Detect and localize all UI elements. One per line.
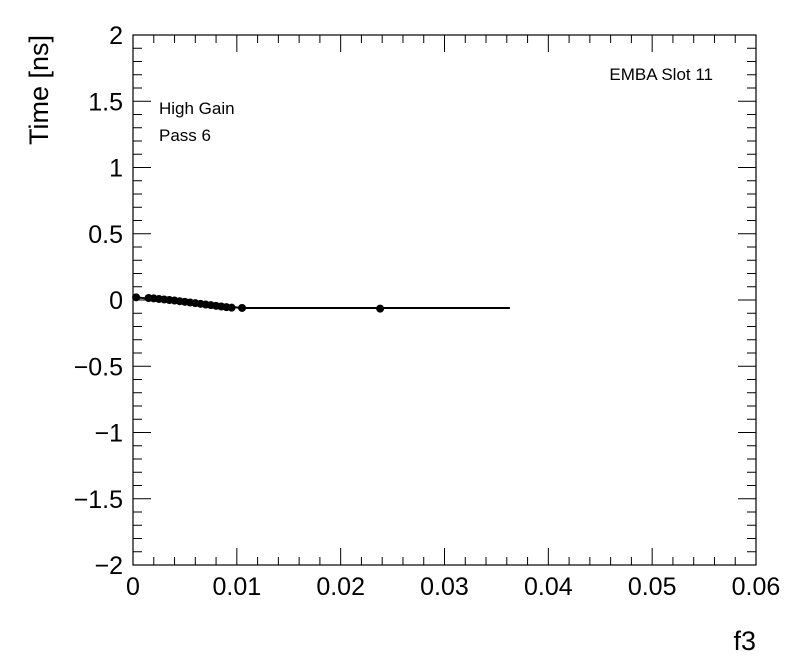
data-point — [376, 304, 385, 313]
x-tick-label: 0.04 — [524, 573, 573, 601]
x-tick-label: 0.03 — [420, 573, 469, 601]
annotation-pass: Pass 6 — [159, 126, 211, 145]
annotation-slot: EMBA Slot 11 — [609, 65, 713, 84]
y-tick-label: 0 — [109, 287, 123, 315]
x-tick-label: 0.06 — [732, 573, 781, 601]
y-tick-label: 0.5 — [88, 221, 123, 249]
x-tick-label: 0.05 — [628, 573, 677, 601]
y-tick-label: −1 — [94, 420, 123, 448]
x-axis-title: f3 — [733, 626, 756, 656]
data-point — [132, 293, 141, 302]
annotation-gain: High Gain — [159, 99, 235, 118]
tick-labels: 0 0.01 0.02 0.03 0.04 0.05 0.06 −2 −1.5 −1 −0.5 0 0.… — [74, 22, 781, 601]
data-points — [132, 293, 385, 313]
x-tick-label: 0 — [126, 573, 140, 601]
y-tick-label: 1 — [109, 155, 123, 183]
x-tick-label: 0.01 — [212, 573, 261, 601]
y-axis-title: Time [ns] — [24, 35, 54, 145]
y-tick-label: 1.5 — [88, 88, 123, 116]
x-tick-label: 0.02 — [316, 573, 365, 601]
y-tick-label: −1.5 — [74, 486, 123, 514]
y-tick-label: 2 — [109, 22, 123, 50]
y-tick-label: −0.5 — [74, 353, 123, 381]
data-point — [238, 303, 247, 312]
ticks — [132, 34, 757, 566]
y-tick-label: −2 — [94, 552, 123, 580]
data-point — [227, 303, 236, 312]
